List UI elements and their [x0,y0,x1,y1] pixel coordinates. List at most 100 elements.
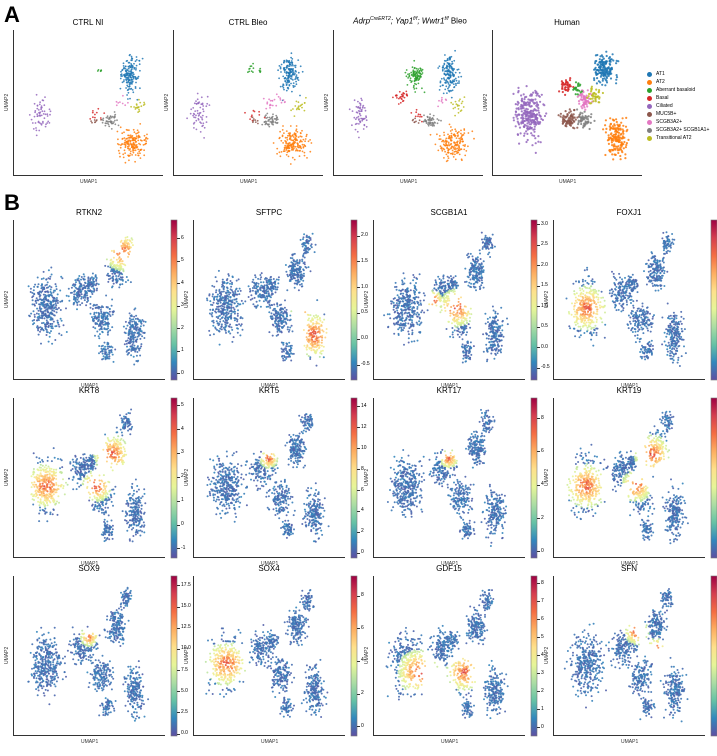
feature-cell-point [101,328,103,330]
feature-cell-point [309,348,311,350]
umap-cell-point [529,99,531,101]
colorbar-tick-mark [357,339,360,340]
umap-cell-point [135,86,137,88]
feature-cell-point [116,253,118,255]
umap-cell-point [442,67,444,69]
feature-cell-point [127,252,129,254]
colorbar-tick-mark [177,283,180,284]
umap-cell-point [456,137,458,139]
feature-cell-point [229,326,231,328]
umap-cell-point [576,89,578,91]
umap-cell-point [450,102,452,104]
feature-cell-point [228,307,230,309]
umap-cell-point [407,84,409,86]
umap-cell-point [415,121,417,123]
feature-cell-point [94,304,96,306]
umap-cell-point [145,137,147,139]
umap-cell-point [126,69,128,71]
feature-cell-point [319,320,321,322]
umap-cell-point [107,121,109,123]
umap-cell-point [458,100,460,102]
feature-cell-point [286,274,288,276]
feature-cell-point [75,287,77,289]
feature-cell-point [98,283,100,285]
feature-cell-point [44,284,46,286]
feature-cell-point [304,266,306,268]
umap-cell-point [517,101,519,103]
umap-cell-point [444,82,446,84]
umap-cell-point [583,98,585,100]
umap-cell-point [135,141,137,143]
umap-cell-point [46,113,48,115]
umap-cell-point [560,115,562,117]
umap-cell-point [132,146,134,148]
umap-cell-point [454,142,456,144]
umap-cell-point [605,128,607,130]
umap-cell-point [576,127,578,129]
umap-cell-point [94,114,96,116]
feature-cell-point [230,288,232,290]
feature-cell-point [259,293,261,295]
umap-cell-point [288,151,290,153]
feature-cell-point [112,314,114,316]
feature-cell-point [308,318,310,320]
legend-item: AT1 [647,70,709,78]
umap-cell-point [458,108,460,110]
y-axis-label: UMAP2 [324,94,330,111]
feature-cell-point [316,365,318,367]
feature-cell-point [128,342,130,344]
umap-cell-point [612,53,614,55]
feature-cell-point [125,321,127,323]
feature-cell-point [116,280,118,282]
umap-cell-point [447,152,449,154]
umap-cell-point [573,109,575,111]
feature-cell-point [127,340,129,342]
feature-cell-point [126,343,128,345]
umap-cell-point [132,89,134,91]
feature-cell-point [272,335,274,337]
umap-cell-point [89,118,91,120]
feature-cell-point [229,292,231,294]
umap-cell-point [439,65,441,67]
feature-cell-point [57,302,59,304]
feature-cell-point [50,289,52,291]
umap-cell-point [538,112,540,114]
feature-cell-point [309,325,311,327]
colorbar-tick-mark [177,373,180,374]
umap-cell-point [136,99,138,101]
umap-cell-point [625,117,627,119]
feature-cell-point [289,315,291,317]
umap-cell-point [286,90,288,92]
feature-cell-point [269,280,271,282]
feature-cell-point [237,309,239,311]
umap-cell-point [38,109,40,111]
umap-cell-point [140,157,142,159]
feature-cell-point [304,345,306,347]
umap-cell-point [119,101,121,103]
umap-cell-point [611,149,613,151]
umap-cell-point [303,139,305,141]
feature-cell-point [50,292,52,294]
feature-cell-point [61,320,63,322]
umap-cell-point [296,148,298,150]
feature-cell-point [135,323,137,325]
feature-cell-point [121,240,123,242]
umap-cell-point [283,99,285,101]
feature-cell-point [134,348,136,350]
umap-cell-point [120,88,122,90]
umap-cell-point [131,58,133,60]
feature-cell-point [98,345,100,347]
umap-cell-point [147,138,149,140]
umap-cell-point [590,113,592,115]
umap-scatter [173,30,323,176]
umap-cell-point [285,80,287,82]
umap-cell-point [575,81,577,83]
umap-cell-point [38,115,40,117]
umap-cell-point [599,55,601,57]
feature-cell-point [208,295,210,297]
feature-cell-point [87,284,89,286]
feature-cell-point [41,317,43,319]
feature-cell-point [107,266,109,268]
feature-cell-point [236,320,238,322]
umap-cell-point [460,133,462,135]
